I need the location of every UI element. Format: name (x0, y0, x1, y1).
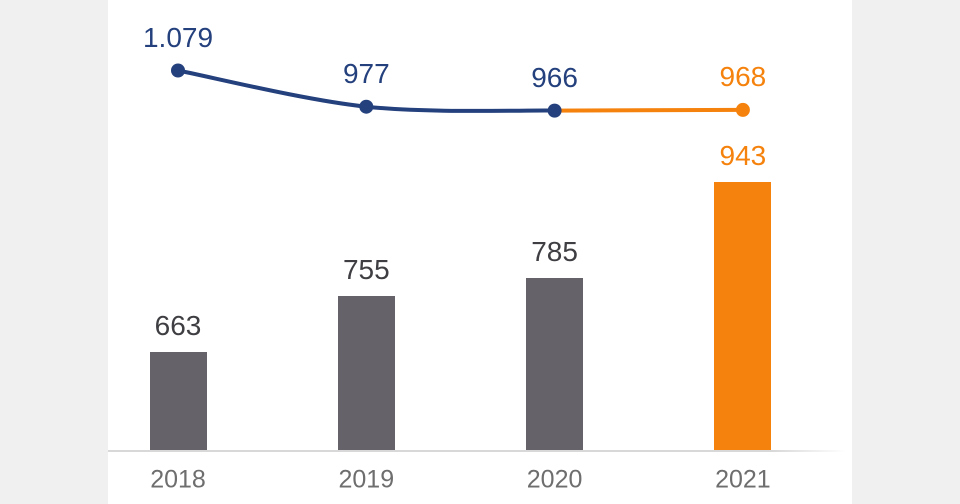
x-axis-tick-2021: 2021 (715, 465, 771, 494)
line-value-label: 1.079 (142, 21, 214, 53)
bar-value-label: 785 (531, 236, 578, 267)
data-point-dot (359, 99, 374, 114)
right-gutter-panel (852, 0, 960, 504)
bar-2018 (149, 352, 207, 451)
x-axis-tick-2019: 2019 (338, 465, 395, 494)
bar-2020 (526, 278, 584, 451)
left-gutter-panel (0, 0, 108, 504)
line-value-label: 968 (719, 60, 767, 92)
line-value-label: 977 (342, 57, 390, 89)
x-axis-line (108, 450, 846, 452)
bar-value-label: 663 (154, 310, 202, 342)
bar-2019 (337, 296, 395, 451)
bar-2021 (714, 182, 772, 451)
x-axis-tick-2018: 2018 (150, 465, 206, 494)
data-point-dot (735, 102, 750, 117)
bar-value-label: 943 (719, 140, 767, 172)
line-value-label: 966 (531, 61, 578, 93)
bar-value-label: 755 (342, 254, 390, 286)
data-point-dot (547, 103, 562, 118)
x-axis-tick-2020: 2020 (526, 465, 583, 494)
line-segment-highlight (552, 107, 745, 113)
data-point-dot (171, 63, 185, 78)
